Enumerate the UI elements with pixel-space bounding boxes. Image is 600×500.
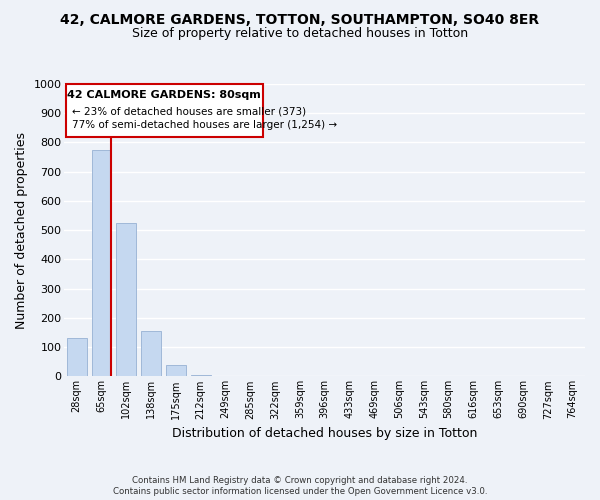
- Y-axis label: Number of detached properties: Number of detached properties: [15, 132, 28, 328]
- Text: Contains HM Land Registry data © Crown copyright and database right 2024.: Contains HM Land Registry data © Crown c…: [132, 476, 468, 485]
- Text: 42 CALMORE GARDENS: 80sqm: 42 CALMORE GARDENS: 80sqm: [67, 90, 261, 100]
- Bar: [191, 375, 211, 376]
- Text: 77% of semi-detached houses are larger (1,254) →: 77% of semi-detached houses are larger (…: [71, 120, 337, 130]
- X-axis label: Distribution of detached houses by size in Totton: Distribution of detached houses by size …: [172, 427, 478, 440]
- Bar: [166, 364, 186, 376]
- Bar: [92, 150, 112, 376]
- Text: Size of property relative to detached houses in Totton: Size of property relative to detached ho…: [132, 28, 468, 40]
- Bar: [67, 338, 86, 376]
- Text: ← 23% of detached houses are smaller (373): ← 23% of detached houses are smaller (37…: [71, 106, 305, 117]
- Bar: [141, 331, 161, 376]
- Text: 42, CALMORE GARDENS, TOTTON, SOUTHAMPTON, SO40 8ER: 42, CALMORE GARDENS, TOTTON, SOUTHAMPTON…: [61, 12, 539, 26]
- Text: Contains public sector information licensed under the Open Government Licence v3: Contains public sector information licen…: [113, 488, 487, 496]
- Bar: [116, 223, 136, 376]
